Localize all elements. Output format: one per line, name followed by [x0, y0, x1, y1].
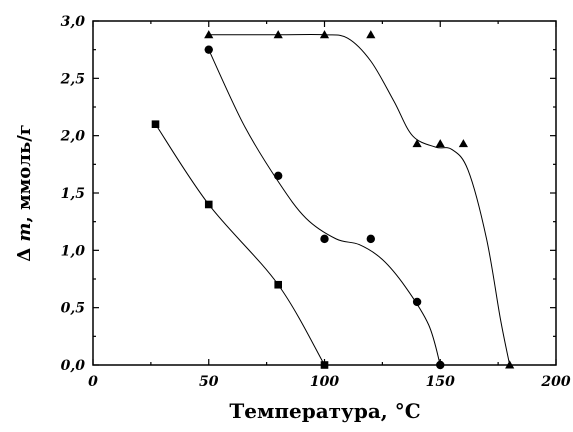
x-tick-label: 50	[199, 374, 219, 390]
series-0-curve	[155, 123, 325, 366]
series-1-point-0	[204, 45, 213, 54]
axes	[92, 20, 557, 366]
series-2-point-6	[458, 139, 468, 148]
y-tick-label: 2,5	[60, 71, 85, 87]
series-1-point-1	[274, 171, 283, 180]
y-tick-label: 1,0	[61, 243, 86, 259]
x-axis-title: Температура, °С	[229, 399, 420, 423]
x-tick-label: 100	[310, 374, 339, 390]
series-2-curve	[208, 34, 511, 366]
plot-frame	[92, 20, 557, 366]
y-axis-title-variable: m	[14, 223, 35, 242]
y-tick-label: 0,0	[61, 358, 86, 374]
x-tick-label: 200	[540, 374, 570, 390]
series-0-point-1	[204, 200, 213, 209]
series-2-point-4	[412, 139, 422, 148]
series-1-curve	[208, 49, 441, 366]
series-1-point-2	[320, 234, 329, 244]
y-tick-label: 2,0	[60, 129, 86, 145]
series-0-point-0	[151, 120, 160, 128]
y-axis-title: Δ m, ммоль/г	[14, 124, 35, 262]
markers	[151, 30, 515, 370]
y-axis-title-unit: , ммоль/г	[14, 124, 35, 222]
series-0-point-3	[320, 361, 329, 369]
curves	[155, 34, 511, 366]
series-2-point-7	[505, 360, 515, 369]
x-tick-label: 0	[88, 374, 98, 390]
y-tick-label: 1,5	[61, 186, 85, 202]
x-tick-label: 150	[426, 374, 455, 390]
series-2-point-1	[273, 30, 283, 39]
series-2-point-3	[366, 30, 376, 39]
y-tick-label: 3,0	[61, 14, 86, 30]
series-2-point-0	[204, 30, 214, 39]
series-1-point-4	[412, 297, 422, 307]
ticks: 0 50 100 150 200 0,0 0,5 1,0 1,5 2,0 2,5 3,0	[60, 14, 571, 390]
series-2-point-2	[319, 30, 330, 39]
y-tick-label: 0,5	[61, 301, 85, 317]
series-0-point-2	[274, 280, 282, 289]
series-2-point-5	[435, 139, 445, 148]
series-1-point-3	[366, 234, 375, 244]
y-axis-title-prefix: Δ	[14, 242, 35, 262]
series-1-point-5	[436, 360, 445, 370]
